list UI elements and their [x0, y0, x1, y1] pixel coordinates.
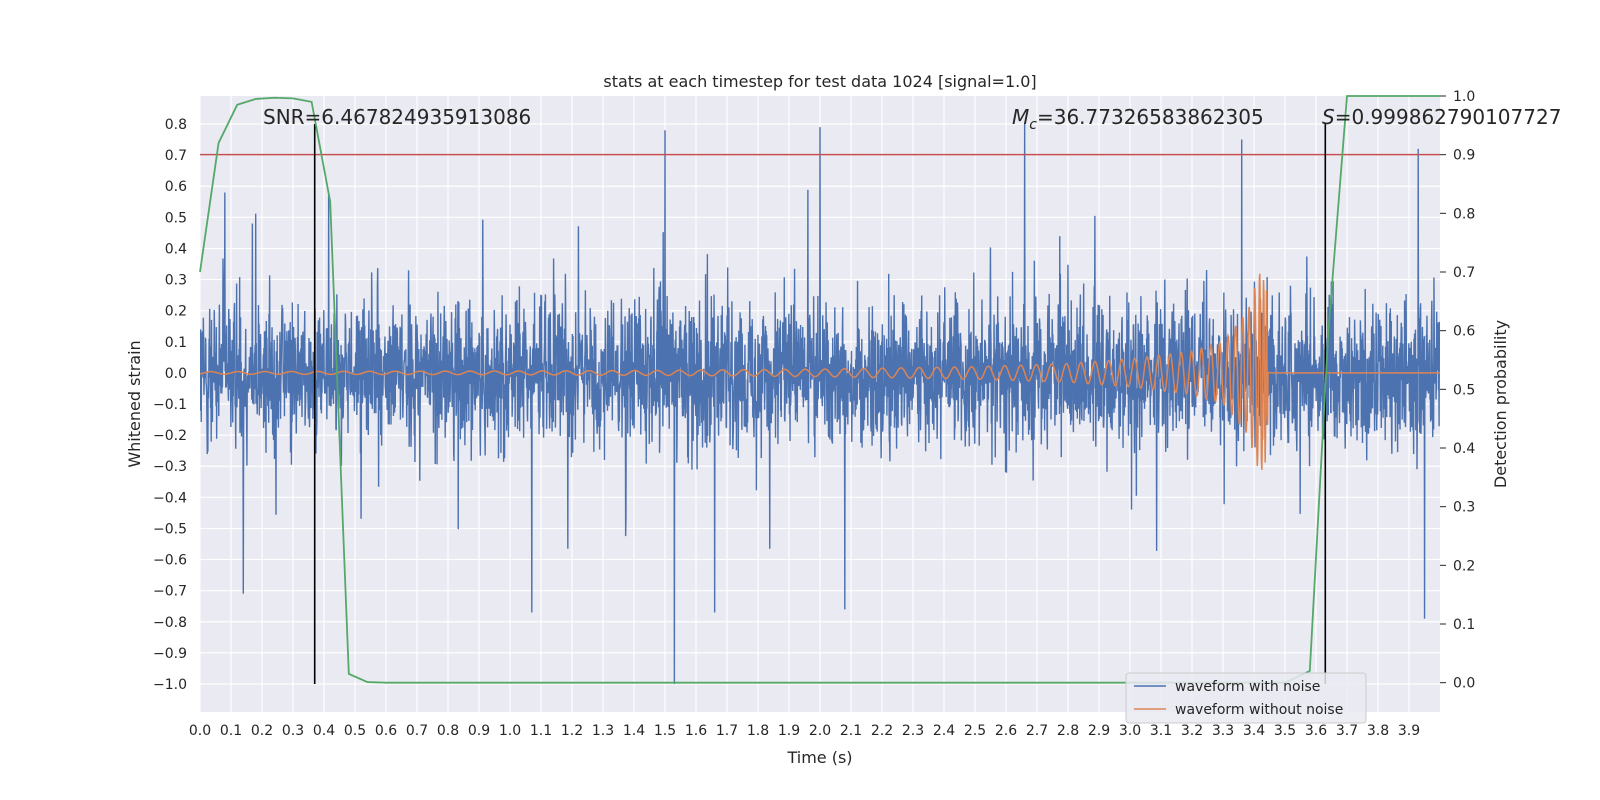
y-tick-label: 0.0: [165, 366, 187, 382]
x-tick-label: 2.0: [809, 723, 831, 739]
score-value: =0.999862790107727: [1335, 105, 1562, 129]
x-tick-label: 1.7: [716, 723, 738, 739]
legend-label-clean: waveform without noise: [1175, 702, 1343, 718]
x-tick-label: 3.7: [1336, 723, 1358, 739]
score-annotation: S=0.999862790107727: [1322, 105, 1561, 129]
x-tick-label: 2.5: [964, 723, 986, 739]
series-detection-probability: [199, 95, 1440, 684]
y2-tick-label: 0.8: [1453, 206, 1475, 222]
y-tick-label: −0.9: [153, 646, 187, 662]
y2-tick-label: 0.0: [1453, 676, 1475, 692]
x-tick-labels: 0.0 0.1 0.2 0.3 0.4 0.5 0.6 0.7 0.8 0.9 1.0 1.1 1.2 1…: [189, 723, 1420, 739]
y-tick-label: 0.5: [165, 210, 187, 226]
x-axis-label: Time (s): [786, 748, 852, 767]
chart-title: stats at each timestep for test data 102…: [603, 72, 1036, 91]
x-tick-label: 0.0: [189, 723, 211, 739]
y-tick-label: 0.6: [165, 179, 187, 195]
x-tick-label: 3.9: [1398, 723, 1420, 739]
x-tick-label: 0.4: [313, 723, 335, 739]
x-tick-label: 1.8: [747, 723, 769, 739]
y-tick-label: −0.3: [153, 459, 187, 475]
snr-annotation: SNR=6.467824935913086: [263, 105, 531, 129]
chirp-mass-symbol: M: [1012, 105, 1029, 129]
legend-box: [1125, 672, 1367, 724]
x-tick-label: 2.2: [871, 723, 893, 739]
y-tick-label: −0.6: [153, 553, 187, 569]
x-tick-label: 1.4: [623, 723, 645, 739]
x-tick-label: 1.6: [685, 723, 707, 739]
y2-tick-labels: 1.0 0.9 0.8 0.7 0.6 0.5 0.4 0.3 0.2 0.1 0.0: [1440, 89, 1475, 692]
x-tick-label: 2.9: [1088, 723, 1110, 739]
x-tick-label: 0.3: [282, 723, 304, 739]
x-tick-label: 3.1: [1150, 723, 1172, 739]
x-tick-label: 2.6: [995, 723, 1017, 739]
chirp-mass-value: =36.77326583862305: [1037, 105, 1264, 129]
x-tick-label: 0.7: [406, 723, 428, 739]
y-tick-label: −0.4: [153, 490, 187, 506]
x-tick-label: 3.4: [1243, 723, 1265, 739]
x-tick-label: 2.4: [933, 723, 955, 739]
chirp-mass-annotation: Mc=36.77326583862305: [1012, 105, 1264, 133]
y2-tick-label: 0.4: [1453, 441, 1475, 457]
x-tick-label: 2.3: [902, 723, 924, 739]
y-tick-label: −0.5: [153, 521, 187, 537]
x-tick-label: 2.8: [1057, 723, 1079, 739]
x-tick-label: 3.8: [1367, 723, 1389, 739]
score-symbol: S: [1322, 105, 1335, 129]
y2-tick-label: 0.6: [1453, 324, 1475, 340]
y2-axis-label: Detection probability: [1491, 320, 1510, 488]
y-tick-label: −1.0: [153, 677, 187, 693]
legend: waveform with noise waveform without noi…: [1125, 672, 1367, 724]
x-tick-label: 0.2: [251, 723, 273, 739]
x-tick-label: 0.5: [344, 723, 366, 739]
y-tick-label: 0.1: [165, 335, 187, 351]
y2-tick-label: 1.0: [1453, 89, 1475, 105]
legend-label-noise: waveform with noise: [1175, 679, 1320, 695]
x-tick-label: 1.9: [778, 723, 800, 739]
y-tick-label: 0.3: [165, 273, 187, 289]
series-waveform-with-noise: [200, 123, 1440, 685]
y2-tick-label: 0.3: [1453, 500, 1475, 516]
x-tick-label: 0.1: [220, 723, 242, 739]
y-tick-label: −0.2: [153, 428, 187, 444]
series-group: [199, 95, 1440, 685]
y-tick-label: −0.8: [153, 615, 187, 631]
x-tick-label: 0.8: [437, 723, 459, 739]
x-tick-label: 3.5: [1274, 723, 1296, 739]
x-tick-label: 3.3: [1212, 723, 1234, 739]
y-tick-label: 0.2: [165, 304, 187, 320]
y-tick-labels: 0.8 0.7 0.6 0.5 0.4 0.3 0.2 0.1 0.0 −0.1 −0.2 −0.3 −…: [153, 117, 187, 693]
y2-tick-label: 0.5: [1453, 382, 1475, 398]
y-tick-label: −0.1: [153, 397, 187, 413]
y-tick-label: 0.4: [165, 241, 187, 257]
chirp-mass-subscript: c: [1029, 117, 1037, 133]
y2-tick-label: 0.2: [1453, 558, 1475, 574]
y2-tick-label: 0.1: [1453, 617, 1475, 633]
y2-tick-label: 0.7: [1453, 265, 1475, 281]
x-tick-label: 2.1: [840, 723, 862, 739]
x-tick-label: 3.0: [1119, 723, 1141, 739]
x-tick-label: 3.2: [1181, 723, 1203, 739]
y2-tick-label: 0.9: [1453, 148, 1475, 164]
x-tick-label: 1.2: [561, 723, 583, 739]
y-tick-label: 0.7: [165, 148, 187, 164]
series-waveform-without-noise: [200, 273, 1440, 470]
y-axis-label: Whitened strain: [125, 340, 144, 467]
y-tick-label: 0.8: [165, 117, 187, 133]
x-tick-label: 1.5: [654, 723, 676, 739]
x-tick-label: 2.7: [1026, 723, 1048, 739]
x-tick-label: 1.3: [592, 723, 614, 739]
x-tick-label: 1.0: [499, 723, 521, 739]
x-tick-label: 0.9: [468, 723, 490, 739]
x-tick-label: 3.6: [1305, 723, 1327, 739]
y-tick-label: −0.7: [153, 584, 187, 600]
x-tick-label: 0.6: [375, 723, 397, 739]
x-tick-label: 1.1: [530, 723, 552, 739]
